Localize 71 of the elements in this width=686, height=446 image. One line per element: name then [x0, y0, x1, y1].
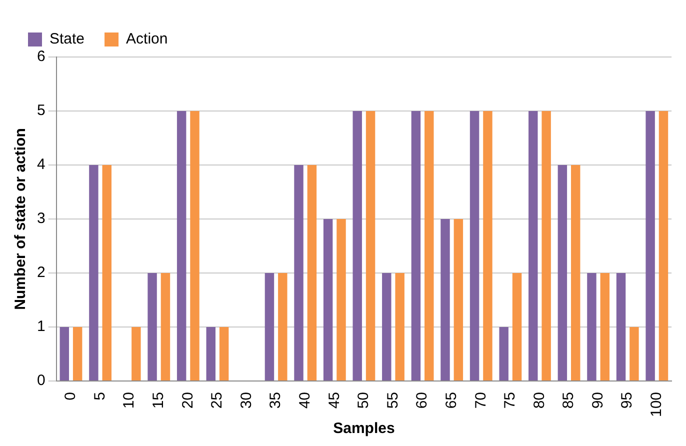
bar: [558, 164, 568, 380]
x-tick-label: 45: [326, 392, 343, 409]
x-tick-label: 85: [560, 392, 578, 409]
y-tick-label: 6: [37, 48, 46, 66]
bar: [454, 218, 464, 380]
bar: [528, 110, 538, 380]
x-tick-label: 25: [208, 392, 226, 409]
bar: [470, 110, 480, 380]
y-axis-title: Number of state or action: [12, 128, 30, 310]
x-tick-label: 0: [62, 392, 80, 400]
legend-label: Action: [126, 30, 168, 48]
x-tick-label: 35: [267, 392, 284, 409]
bar: [630, 326, 639, 380]
x-tick-label: 40: [296, 392, 314, 409]
bar: [646, 110, 655, 380]
bar: [616, 272, 626, 380]
bar: [382, 272, 392, 380]
bar: [176, 110, 186, 380]
bar: [352, 110, 362, 380]
x-axis-title: Samples: [333, 420, 395, 438]
bar: [600, 272, 610, 380]
x-tick-label: 10: [120, 392, 138, 409]
bar: [323, 218, 333, 380]
bar: [89, 164, 98, 380]
bar: [587, 272, 596, 380]
y-tick-label: 0: [37, 372, 46, 390]
bar: [160, 272, 170, 380]
x-tick-label: 60: [414, 392, 431, 409]
bar: [658, 110, 668, 380]
bar: [366, 110, 376, 380]
bar: [206, 326, 216, 380]
x-tick-label: 75: [502, 392, 519, 409]
x-tick-label: 100: [648, 392, 666, 418]
bar: [570, 164, 580, 380]
legend-label: State: [50, 30, 85, 48]
bar: [512, 272, 522, 380]
x-tick-label: 5: [91, 392, 108, 400]
bar: [264, 272, 274, 380]
bar: [411, 110, 421, 380]
bar: [440, 218, 450, 380]
x-tick-label: 30: [238, 392, 255, 409]
x-tick-label: 80: [530, 392, 548, 409]
bar: [132, 326, 141, 380]
bar: [219, 326, 229, 380]
x-tick-label: 65: [442, 392, 460, 409]
x-tick-label: 90: [589, 392, 606, 409]
bar: [424, 110, 434, 380]
y-tick-label: 3: [37, 210, 46, 228]
x-tick-label: 55: [384, 392, 402, 409]
y-tick-label: 2: [37, 264, 46, 282]
bar: [483, 110, 492, 380]
y-tick-label: 5: [37, 102, 46, 120]
bar: [148, 272, 157, 380]
x-tick-label: 15: [150, 392, 168, 409]
bar: [278, 272, 288, 380]
bar: [542, 110, 551, 380]
x-tick-label: 20: [179, 392, 196, 409]
bar: [60, 326, 70, 380]
x-tick-label: 95: [618, 392, 636, 409]
bar: [102, 164, 112, 380]
bar: [395, 272, 404, 380]
bar: [294, 164, 304, 380]
bar: [499, 326, 508, 380]
bar: [307, 164, 317, 380]
x-tick-label: 70: [472, 392, 490, 409]
y-tick-label: 4: [37, 156, 46, 174]
y-tick-label: 1: [37, 318, 46, 336]
bar: [336, 218, 346, 380]
bar: [190, 110, 200, 380]
bar: [72, 326, 82, 380]
x-tick-label: 50: [355, 392, 372, 409]
